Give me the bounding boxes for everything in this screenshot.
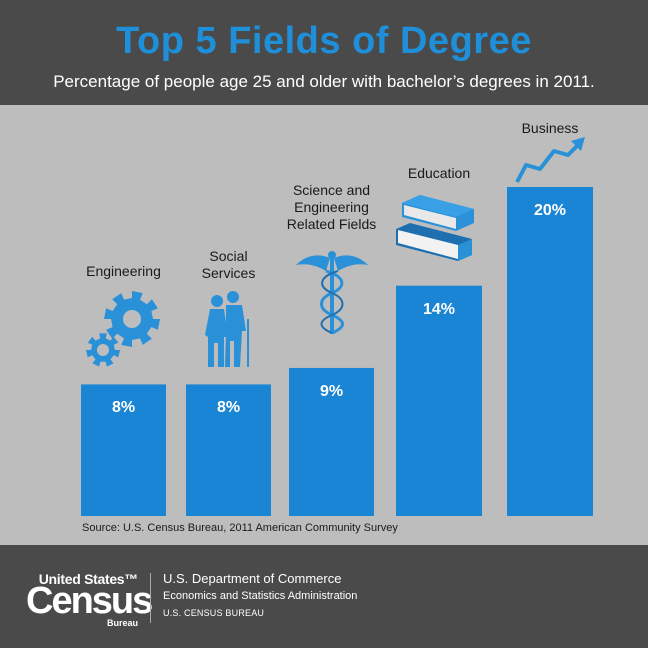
logo-main-text: Census [26,580,153,622]
value-label: 8% [111,399,136,417]
value-label: 8% [216,399,241,417]
logo-top-text: United States™ [38,571,139,587]
logo-bottom-text: Bureau [106,618,138,628]
elderly-couple-icon [205,291,249,367]
category-label-line: Science and [292,182,371,198]
books-icon [396,195,474,261]
value-label: 20% [533,202,567,219]
value-label: 14% [422,300,456,318]
footer: United States™ Census Bureau U.S. Depart… [0,545,648,648]
source-note: Source: U.S. Census Bureau, 2011 America… [82,522,398,534]
chart-area: 8% 8% 9% 14% 20% Engineering Social Services Sci… [0,105,648,545]
bureau-name: U.S. CENSUS BUREAU [163,608,265,618]
administration-name: Economics and Statistics Administration [163,590,358,602]
bar [289,367,374,516]
category-label-line: Business [521,120,579,136]
category-label-line: Engineering [294,199,369,215]
department-name: U.S. Department of Commerce [163,571,342,586]
category-label: Education [386,165,492,182]
bar [507,187,593,516]
category-label-line: Related Fields [286,216,377,232]
category-label-line: Engineering [86,263,161,279]
page-title: Top 5 Fields of Degree [116,20,532,62]
census-logo: United States™ Census Bureau [22,567,153,631]
bar [396,285,482,516]
trend-arrow-icon [515,137,585,183]
gears-icon [86,291,160,367]
value-label: 9% [319,382,344,400]
category-label-line: Services [201,265,256,281]
category-label-line: Education [407,165,471,181]
page-subtitle: Percentage of people age 25 and older wi… [53,72,595,91]
category-label-line: Social [209,248,248,264]
footer-divider [150,573,151,623]
category-label: Science and Engineering Related Fields [279,182,384,233]
caduceus-icon [296,251,368,335]
category-label: Business [497,120,603,137]
category-label: Social Services [186,248,271,282]
bar [81,384,166,516]
bar-chart [81,137,593,516]
bar [186,384,271,516]
category-label: Engineering [81,263,166,280]
header: Top 5 Fields of Degree Percentage of peo… [0,0,648,105]
